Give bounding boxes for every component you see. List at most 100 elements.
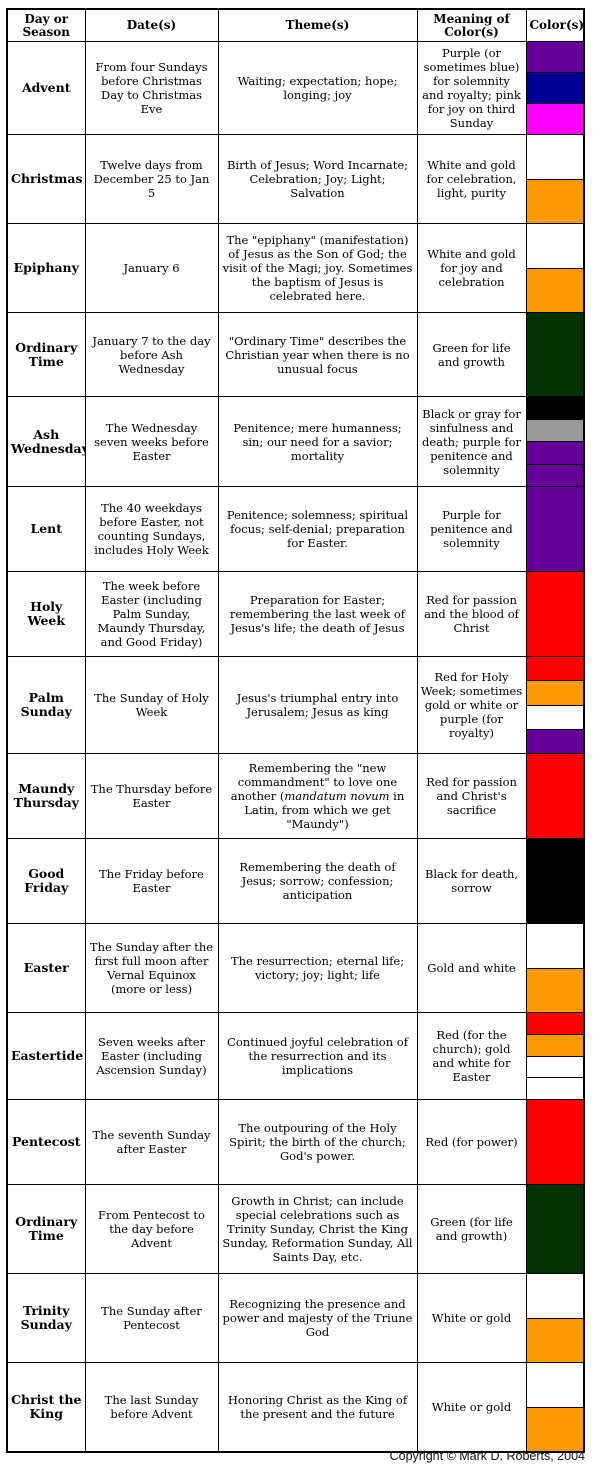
table-row: Ash Wednesday The Wednesday seven weeks b… [6,396,585,487]
copyright-notice: Copyright © Mark D. Roberts, 2004 [389,1449,585,1463]
color-swatch-cell [525,656,585,754]
color-swatch [527,728,583,753]
color-swatch-cell [525,1362,585,1453]
day-cell: Good Friday [6,838,86,924]
header-day: Day or Season [6,8,86,42]
day-cell: Palm Sunday [6,656,86,754]
header-colors: Color(s) [525,8,585,42]
color-swatch [527,42,583,72]
themes-cell: The outpouring of the Holy Spirit; the b… [217,1099,418,1185]
meaning-cell: White and gold for celebration, light, p… [416,134,527,224]
meaning-cell: Green (for life and growth) [416,1184,527,1274]
color-swatch-cell [525,223,585,313]
themes-cell: The resurrection; eternal life; victory;… [217,923,418,1013]
meaning-cell: White or gold [416,1362,527,1453]
color-swatch [527,1100,583,1184]
color-swatch [527,397,583,419]
themes-cell: Remembering the "new commandment" to lov… [217,753,418,839]
color-swatch [527,313,583,396]
color-swatch-cell [525,1012,585,1100]
day-cell: Epiphany [6,223,86,313]
color-swatch-cell [525,134,585,224]
day-cell: Trinity Sunday [6,1273,86,1363]
table-row: Lent The 40 weekdays before Easter, not c… [6,486,585,572]
color-swatch-stack [527,135,583,223]
color-swatch-cell [525,571,585,657]
color-swatch [527,1077,583,1099]
liturgical-calendar-table: Day or Season Date(s) Theme(s) Meaning o… [6,8,585,1453]
color-swatch-stack [527,572,583,656]
dates-cell: The Sunday after Pentecost [84,1273,219,1363]
dates-cell: The week before Easter (including Palm S… [84,571,219,657]
meaning-cell: Red for passion and the blood of Christ [416,571,527,657]
color-swatch [527,103,583,134]
color-swatch-stack [527,1274,583,1362]
dates-cell: The Sunday after the first full moon aft… [84,923,219,1013]
header-themes: Theme(s) [217,8,418,42]
dates-cell: The Thursday before Easter [84,753,219,839]
color-swatch [527,1274,583,1318]
meaning-cell: Purple for penitence and solemnity [416,486,527,572]
dates-cell: January 7 to the day before Ash Wednesda… [84,312,219,397]
meaning-cell: Black or gray for sinfulness and death; … [416,396,527,487]
dates-cell: The Sunday of Holy Week [84,656,219,754]
table-row: Ordinary Time January 7 to the day before… [6,312,585,397]
color-swatch [527,418,583,441]
day-cell: Lent [6,486,86,572]
color-swatch [527,1185,583,1273]
themes-cell: Penitence; solemness; spiritual focus; s… [217,486,418,572]
color-swatch [527,178,583,223]
color-swatch [527,680,583,705]
day-cell: Ordinary Time [6,312,86,397]
dates-cell: Seven weeks after Easter (including Asce… [84,1012,219,1100]
table-row: Good Friday The Friday before Easter Remem… [6,838,585,924]
color-swatch [527,72,583,103]
meaning-cell: White or gold [416,1273,527,1363]
color-swatch-stack [527,1185,583,1273]
color-swatch [527,463,583,486]
table-row: Advent From four Sundays before Christmas… [6,41,585,135]
color-swatch [527,1317,583,1362]
table-row: Pentecost The seventh Sunday after Easter… [6,1099,585,1185]
day-cell: Holy Week [6,571,86,657]
color-swatch [527,704,583,729]
color-swatch-cell [525,1184,585,1274]
day-cell: Eastertide [6,1012,86,1100]
color-swatch-stack [527,224,583,312]
themes-cell: Penitence; mere humanness; sin; our need… [217,396,418,487]
color-swatch [527,572,583,656]
day-cell: Advent [6,41,86,135]
meaning-cell: Gold and white [416,923,527,1013]
color-swatch-cell [525,753,585,839]
meaning-cell: Red for passion and Christ's sacrifice [416,753,527,839]
color-swatch-cell [525,396,585,487]
themes-cell: Recognizing the presence and power and m… [217,1273,418,1363]
header-meaning: Meaning of Color(s) [416,8,527,42]
color-swatch [527,754,583,838]
dates-cell: From four Sundays before Christmas Day t… [84,41,219,135]
color-swatch-stack [527,313,583,396]
color-swatch [527,1406,583,1451]
dates-cell: The Wednesday seven weeks before Easter [84,396,219,487]
day-cell: Maundy Thursday [6,753,86,839]
meaning-cell: Red (for the church); gold and white for… [416,1012,527,1100]
color-swatch-stack [527,397,583,486]
table-row: Holy Week The week before Easter (includi… [6,571,585,657]
meaning-cell: Purple (or sometimes blue) for solemnity… [416,41,527,135]
themes-cell: Honoring Christ as the King of the prese… [217,1362,418,1453]
color-swatch [527,1013,583,1034]
color-swatch [527,1055,583,1078]
color-swatch [527,839,583,923]
color-swatch-cell [525,312,585,397]
color-swatch-stack [527,1013,583,1099]
dates-cell: The seventh Sunday after Easter [84,1099,219,1185]
table-row: Christmas Twelve days from December 25 to… [6,134,585,224]
color-swatch-cell [525,1099,585,1185]
table-row: Trinity Sunday The Sunday after Pentecost… [6,1273,585,1363]
color-swatch [527,1033,583,1056]
day-cell: Pentecost [6,1099,86,1185]
color-swatch-stack [527,1363,583,1451]
themes-text: in Latin, from which we get "Maundy") [244,789,405,831]
color-swatch-stack [527,924,583,1012]
dates-cell: The 40 weekdays before Easter, not count… [84,486,219,572]
